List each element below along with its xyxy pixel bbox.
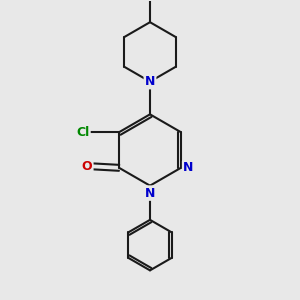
Text: N: N: [145, 75, 155, 88]
Text: N: N: [183, 161, 194, 174]
Text: O: O: [82, 160, 92, 173]
Text: Cl: Cl: [76, 126, 89, 139]
Text: N: N: [145, 187, 155, 200]
